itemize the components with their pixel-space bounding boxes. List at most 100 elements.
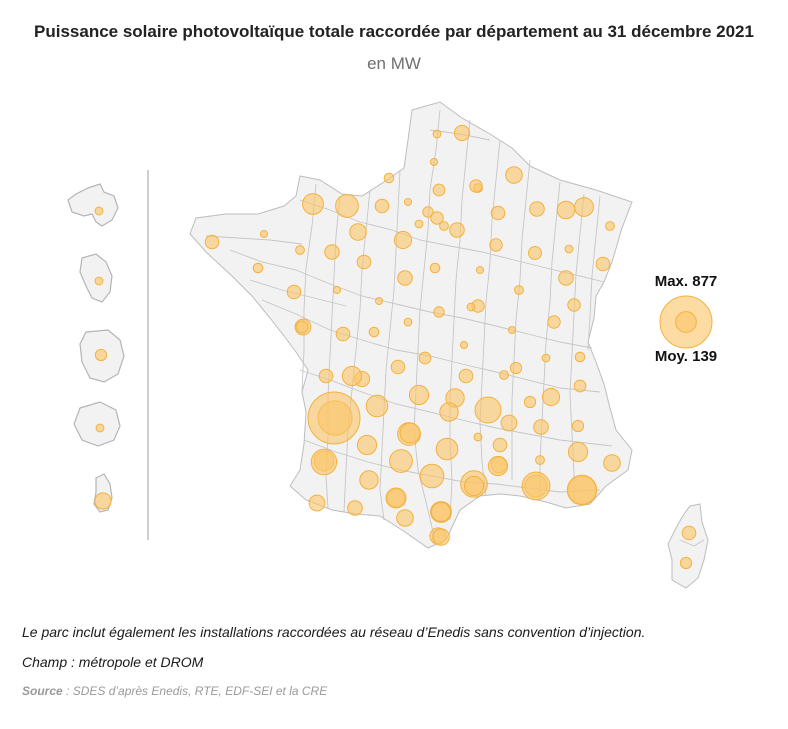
department-bubble bbox=[396, 509, 414, 527]
department-bubble bbox=[403, 317, 413, 327]
source-text: : SDES d’après Enedis, RTE, EDF-SEI et l… bbox=[62, 684, 328, 698]
department-bubble bbox=[335, 326, 351, 342]
department-bubble bbox=[295, 320, 309, 334]
department-bubble bbox=[341, 365, 363, 387]
department-bubble bbox=[94, 492, 112, 510]
department-bubble bbox=[324, 244, 340, 260]
department-bubble bbox=[458, 368, 474, 384]
department-bubble bbox=[605, 221, 615, 231]
capacity-bubbles bbox=[94, 124, 697, 570]
department-bubble bbox=[571, 419, 585, 433]
department-bubble bbox=[521, 471, 551, 501]
size-legend: Max. 877 Moy. 139 bbox=[655, 273, 718, 365]
department-bubble bbox=[567, 298, 581, 312]
department-bubble bbox=[414, 219, 424, 229]
department-bubble bbox=[95, 423, 105, 433]
department-bubble bbox=[528, 246, 542, 260]
department-bubble bbox=[389, 449, 413, 473]
department-bubble bbox=[397, 270, 413, 286]
department-bubble bbox=[356, 254, 372, 270]
department-bubble bbox=[94, 206, 104, 216]
note-scope: Champ : métropole et DROM bbox=[22, 654, 204, 670]
department-bubble bbox=[489, 238, 503, 252]
department-bubble bbox=[490, 205, 506, 221]
department-bubble bbox=[505, 166, 523, 184]
department-bubble bbox=[252, 262, 264, 274]
department-bubble bbox=[439, 402, 459, 422]
department-bubble bbox=[466, 302, 476, 312]
department-bubble bbox=[564, 244, 574, 254]
department-bubble bbox=[514, 285, 524, 295]
department-bubble bbox=[318, 368, 334, 384]
department-bubble bbox=[435, 437, 459, 461]
department-bubble bbox=[492, 437, 508, 453]
department-bubble bbox=[260, 230, 268, 238]
department-bubble bbox=[375, 297, 383, 305]
department-bubble bbox=[204, 234, 220, 250]
department-bubble bbox=[430, 211, 444, 225]
department-bubble bbox=[430, 158, 438, 166]
department-bubble bbox=[356, 434, 378, 456]
department-bubble bbox=[430, 501, 452, 523]
department-bubble bbox=[433, 306, 445, 318]
department-bubble bbox=[453, 124, 471, 142]
department-bubble bbox=[432, 129, 442, 139]
department-bubble bbox=[533, 419, 549, 435]
department-bubble bbox=[408, 384, 430, 406]
department-bubble bbox=[390, 359, 406, 375]
department-bubble bbox=[286, 284, 302, 300]
department-bubble bbox=[347, 500, 363, 516]
drom-islands bbox=[67, 170, 149, 540]
corse-outline bbox=[667, 503, 709, 589]
legend-max-label: Max. 877 bbox=[655, 273, 718, 290]
department-bubble bbox=[595, 256, 611, 272]
department-bubble bbox=[556, 200, 576, 220]
map-title: Puissance solaire photovoltaïque totale … bbox=[34, 22, 754, 41]
note-installations: Le parc inclut également les installatio… bbox=[22, 624, 646, 640]
department-bubble bbox=[359, 470, 379, 490]
department-bubble bbox=[476, 266, 484, 274]
department-bubble bbox=[393, 230, 413, 250]
department-bubble bbox=[439, 221, 449, 231]
department-bubble bbox=[558, 270, 574, 286]
department-bubble bbox=[567, 441, 589, 463]
department-bubble bbox=[574, 351, 586, 363]
department-bubble bbox=[308, 494, 326, 512]
department-bubble bbox=[541, 353, 551, 363]
department-bubble bbox=[368, 326, 380, 338]
department-bubble bbox=[374, 198, 390, 214]
department-bubble bbox=[469, 179, 483, 193]
department-bubble bbox=[573, 379, 587, 393]
department-bubble bbox=[383, 172, 395, 184]
department-bubble bbox=[429, 262, 441, 274]
department-bubble bbox=[523, 395, 537, 409]
legend-mean-label: Moy. 139 bbox=[655, 348, 717, 365]
guadeloupe-shape bbox=[67, 183, 119, 227]
department-bubble bbox=[422, 206, 434, 218]
department-bubble bbox=[399, 422, 421, 444]
department-bubble bbox=[404, 198, 412, 206]
department-bubble bbox=[487, 455, 509, 477]
department-borders bbox=[205, 109, 705, 547]
department-bubble bbox=[509, 361, 523, 375]
department-bubble bbox=[349, 223, 367, 241]
department-bubble bbox=[333, 286, 341, 294]
department-bubble bbox=[432, 183, 446, 197]
department-bubble bbox=[681, 525, 697, 541]
department-bubble bbox=[499, 370, 509, 380]
department-bubble bbox=[603, 454, 621, 472]
department-bubble bbox=[94, 276, 104, 286]
department-bubble bbox=[460, 341, 468, 349]
reunion-shape bbox=[73, 401, 121, 447]
department-bubble bbox=[307, 391, 361, 445]
department-bubble bbox=[365, 394, 389, 418]
department-bubble bbox=[574, 197, 594, 217]
department-bubble bbox=[535, 455, 545, 465]
department-bubble bbox=[474, 396, 502, 424]
department-bubble bbox=[385, 487, 407, 509]
source-line: Source : SDES d’après Enedis, RTE, EDF-S… bbox=[22, 684, 327, 698]
department-bubble bbox=[310, 448, 338, 476]
department-bubble bbox=[679, 556, 693, 570]
france-pv-map: Max. 877 Moy. 139 bbox=[67, 101, 718, 589]
department-bubble bbox=[566, 474, 598, 506]
